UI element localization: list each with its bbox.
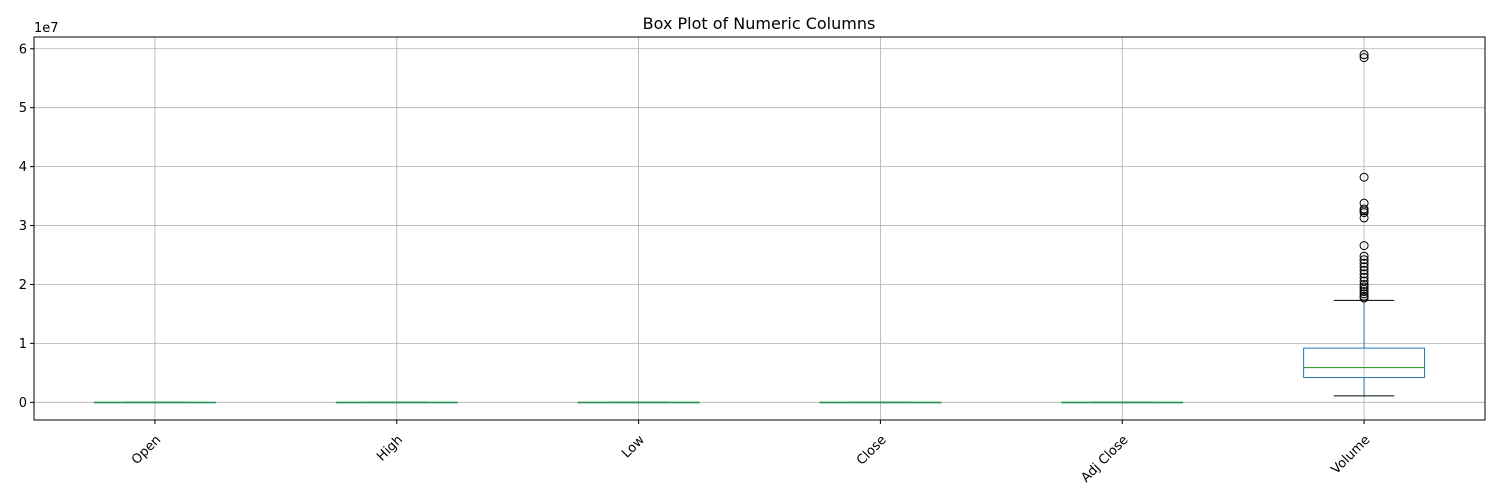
x-tick-label: Volume bbox=[1329, 433, 1374, 478]
outlier-point bbox=[1359, 258, 1369, 268]
box-close bbox=[819, 401, 942, 404]
outlier-point bbox=[1359, 279, 1369, 289]
outlier-point bbox=[1359, 208, 1369, 218]
outlier-point bbox=[1359, 287, 1369, 297]
outlier-point bbox=[1359, 289, 1369, 299]
outlier-point bbox=[1359, 213, 1369, 223]
box-adj-close bbox=[1061, 401, 1184, 404]
x-axis-ticks: Open High Low Close Adj Close Volume bbox=[129, 420, 1373, 486]
y-tick-label: 0 bbox=[19, 396, 27, 411]
outlier-point bbox=[1359, 269, 1369, 279]
y-axis-ticks: 0 1 2 3 4 5 6 bbox=[19, 42, 34, 411]
y-scale-label: 1e7 bbox=[34, 21, 59, 36]
x-tick-label: Low bbox=[619, 432, 648, 461]
y-tick-label: 2 bbox=[19, 278, 27, 293]
outlier-point bbox=[1359, 50, 1369, 60]
y-tick-label: 6 bbox=[19, 42, 27, 57]
box-layer bbox=[93, 50, 1426, 404]
outlier-point bbox=[1359, 262, 1369, 272]
outlier-point bbox=[1359, 272, 1369, 282]
box-low bbox=[577, 401, 700, 404]
y-tick-label: 1 bbox=[19, 337, 27, 352]
y-tick-label: 3 bbox=[19, 219, 27, 234]
plot-frame bbox=[33, 36, 1486, 421]
y-tick-label: 5 bbox=[19, 101, 27, 116]
outlier-point bbox=[1359, 255, 1369, 265]
x-tick-label: High bbox=[374, 433, 406, 465]
outlier-point bbox=[1359, 53, 1369, 63]
box-open bbox=[93, 401, 216, 404]
outlier-point bbox=[1359, 241, 1369, 251]
outlier-point bbox=[1359, 251, 1369, 261]
outlier-point bbox=[1359, 265, 1369, 275]
box-high bbox=[335, 401, 458, 404]
chart-title: Box Plot of Numeric Columns bbox=[643, 14, 876, 33]
x-tick-label: Open bbox=[129, 433, 164, 468]
x-tick-label: Close bbox=[854, 433, 890, 469]
y-tick-label: 4 bbox=[19, 160, 27, 175]
box-volume bbox=[1303, 50, 1426, 397]
outlier-point bbox=[1359, 293, 1369, 303]
outlier-point bbox=[1359, 172, 1369, 182]
grid-layer bbox=[34, 37, 1485, 420]
x-tick-label: Adj Close bbox=[1078, 433, 1131, 486]
box-iqr bbox=[1303, 347, 1426, 379]
outlier-point bbox=[1359, 284, 1369, 294]
outlier-point bbox=[1359, 282, 1369, 292]
